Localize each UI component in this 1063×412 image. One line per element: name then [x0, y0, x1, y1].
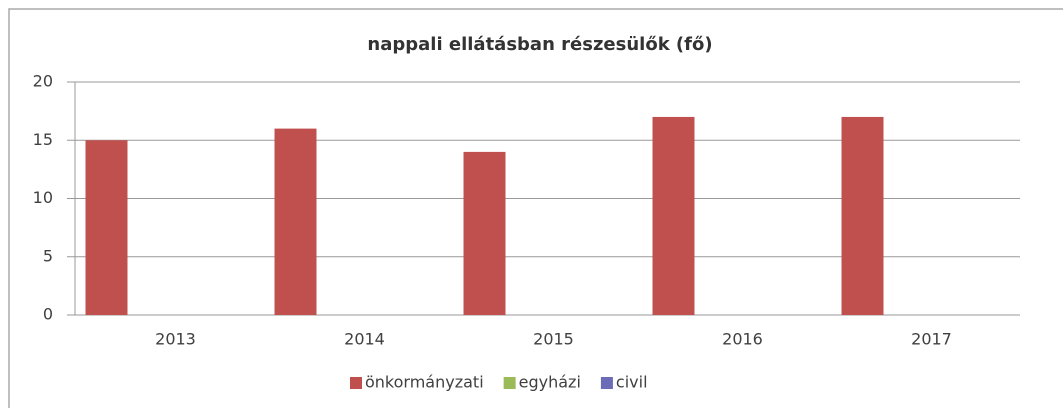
bar — [652, 116, 695, 315]
y-tick-label: 20 — [33, 72, 53, 91]
x-tick-label: 2015 — [533, 330, 574, 349]
x-tick-label: 2017 — [911, 330, 952, 349]
legend-swatch — [350, 377, 362, 389]
y-tick-label: 10 — [33, 188, 53, 207]
y-tick-label: 0 — [43, 305, 53, 324]
legend-label: civil — [616, 373, 648, 392]
legend-swatch — [503, 377, 516, 389]
bar — [463, 151, 506, 315]
bar — [85, 140, 128, 315]
bar — [274, 128, 317, 315]
y-tick-label: 15 — [33, 130, 53, 149]
legend-label: önkormányzati — [365, 373, 484, 392]
legend-label: egyházi — [519, 373, 581, 392]
y-tick-label: 5 — [43, 246, 53, 265]
x-tick-label: 2016 — [722, 330, 763, 349]
x-tick-label: 2014 — [344, 330, 385, 349]
legend-swatch — [600, 377, 613, 389]
chart-title: nappali ellátásban részesülők (fő) — [367, 34, 712, 55]
x-tick-label: 2013 — [155, 330, 196, 349]
bar — [841, 116, 884, 315]
chart-border — [8, 8, 1063, 412]
